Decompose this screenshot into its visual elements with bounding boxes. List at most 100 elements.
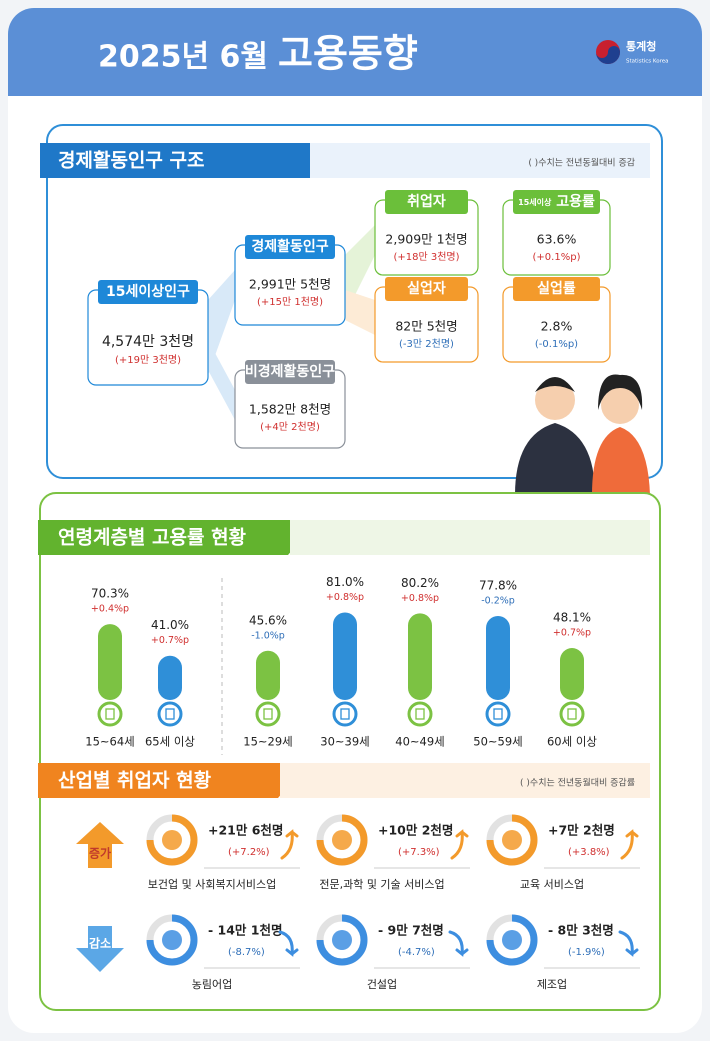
ring-arc bbox=[146, 914, 198, 966]
industry-name: 농림어업 bbox=[192, 978, 232, 991]
section-banner bbox=[38, 763, 308, 798]
node-label-bg bbox=[245, 235, 335, 259]
value-label: 41.0% bbox=[151, 618, 189, 632]
node-change: (+19만 3천명) bbox=[115, 354, 181, 366]
trend-arrow bbox=[448, 930, 469, 957]
node-change: (+15만 1천명) bbox=[257, 296, 323, 308]
industry-value: - 14만 1천명 bbox=[208, 923, 282, 938]
section-banner bbox=[38, 520, 318, 555]
bar bbox=[560, 648, 584, 700]
bar-icon-doc bbox=[105, 708, 115, 720]
industry-name: 건설업 bbox=[367, 978, 397, 991]
node-change: (+4만 2천명) bbox=[260, 421, 320, 433]
node-label-text: 비경제활동인구 bbox=[245, 363, 335, 380]
bar-icon-doc bbox=[165, 708, 175, 720]
logo-en: Statistics Korea bbox=[626, 59, 668, 65]
x-tick-label: 15~29세 bbox=[243, 735, 292, 749]
node-value: 2,991만 5천명 bbox=[249, 277, 331, 292]
chart-title: 연령계층별 고용률 현황 bbox=[58, 526, 247, 549]
node-label-text: 실업률 bbox=[537, 280, 576, 297]
industry-value: +7만 2천명 bbox=[548, 823, 615, 838]
bar bbox=[98, 624, 122, 700]
industry-title: 산업별 취업자 현황 bbox=[58, 769, 212, 792]
node-label-text: 고용률 bbox=[556, 193, 595, 210]
industry-value: +10만 2천명 bbox=[378, 823, 453, 838]
connector bbox=[208, 340, 235, 420]
change-label: +0.7%p bbox=[151, 635, 189, 646]
industry-rate: (-8.7%) bbox=[228, 947, 265, 958]
change-label: +0.4%p bbox=[91, 604, 129, 615]
node-change: (+18만 3천명) bbox=[393, 251, 459, 263]
value-label: 80.2% bbox=[401, 576, 439, 590]
x-tick-label: 15~64세 bbox=[85, 735, 134, 749]
bar-icon bbox=[332, 701, 358, 727]
x-tick-label: 40~49세 bbox=[395, 735, 444, 749]
trend-arrow bbox=[620, 829, 639, 860]
bar-icon-doc bbox=[493, 708, 503, 720]
header-band bbox=[8, 8, 702, 96]
person-hair bbox=[598, 374, 643, 410]
node-label-bg bbox=[513, 190, 600, 214]
node-label: 15세이상 고용률 bbox=[518, 193, 595, 210]
ring-icon bbox=[332, 830, 352, 850]
industry-rate: (+3.8%) bbox=[568, 847, 610, 858]
section-banner-tail bbox=[280, 763, 650, 798]
node-label-text: 실업자 bbox=[407, 281, 446, 297]
logo-mark-blue bbox=[596, 46, 620, 64]
industry-rate: (-4.7%) bbox=[398, 947, 435, 958]
industry-note: ( )수치는 전년동월대비 증감률 bbox=[520, 777, 635, 789]
bar-icon bbox=[255, 701, 281, 727]
x-tick-label: 30~39세 bbox=[320, 735, 369, 749]
industry-rate: (+7.2%) bbox=[228, 847, 270, 858]
industry-name: 교육 서비스업 bbox=[520, 878, 584, 891]
industry-name: 보건업 및 사회복지서비스업 bbox=[148, 878, 276, 891]
trend-arrow bbox=[450, 829, 469, 860]
node-label: 15세이상인구 bbox=[106, 283, 190, 300]
ring-arc bbox=[486, 814, 538, 866]
ring-icon bbox=[332, 930, 352, 950]
node-label: 실업자 bbox=[407, 281, 446, 297]
node-label-prefix: 15세이상 bbox=[518, 197, 552, 207]
value-label: 45.6% bbox=[249, 613, 287, 627]
value-label: 81.0% bbox=[326, 575, 364, 589]
industry-value: - 8만 3천명 bbox=[548, 923, 614, 938]
bar-icon bbox=[485, 701, 511, 727]
node-label-text: 취업자 bbox=[407, 194, 446, 210]
person-hair bbox=[535, 377, 575, 392]
node-label-text: 15세이상인구 bbox=[106, 283, 190, 300]
ring-icon bbox=[162, 930, 182, 950]
node-value: 4,574만 3천명 bbox=[102, 334, 194, 350]
ring-arc bbox=[486, 914, 538, 966]
node-label-bg bbox=[385, 190, 468, 214]
ring-arc bbox=[316, 914, 368, 966]
logo-text: 통계청 bbox=[626, 39, 656, 53]
bar bbox=[333, 612, 357, 700]
node-change: (+0.1%p) bbox=[533, 252, 581, 263]
group-label: 증가 bbox=[89, 846, 111, 861]
change-label: -0.2%p bbox=[481, 595, 515, 606]
ring-icon bbox=[502, 830, 522, 850]
section-banner-tail bbox=[290, 520, 650, 555]
bar bbox=[408, 613, 432, 700]
node-value: 2,909만 1천명 bbox=[385, 232, 467, 247]
industry-name: 전문,과학 및 기술 서비스업 bbox=[319, 878, 444, 891]
x-tick-label: 65세 이상 bbox=[145, 735, 195, 749]
node-label: 비경제활동인구 bbox=[245, 363, 335, 380]
node-value: 82만 5천명 bbox=[395, 319, 457, 334]
person-body bbox=[515, 423, 595, 495]
connector bbox=[345, 290, 375, 335]
person-head bbox=[535, 380, 575, 420]
node-label: 취업자 bbox=[407, 194, 446, 210]
decrease-arrow bbox=[76, 926, 124, 972]
connectors bbox=[208, 225, 375, 420]
change-label: +0.8%p bbox=[326, 592, 364, 603]
ring-icon bbox=[162, 830, 182, 850]
node-label-text: 경제활동인구 bbox=[251, 238, 328, 255]
bar-icon bbox=[97, 701, 123, 727]
industry-name: 제조업 bbox=[537, 978, 567, 991]
bar bbox=[486, 615, 510, 700]
bar-icon-doc bbox=[415, 708, 425, 720]
node-label-bg bbox=[98, 280, 198, 304]
